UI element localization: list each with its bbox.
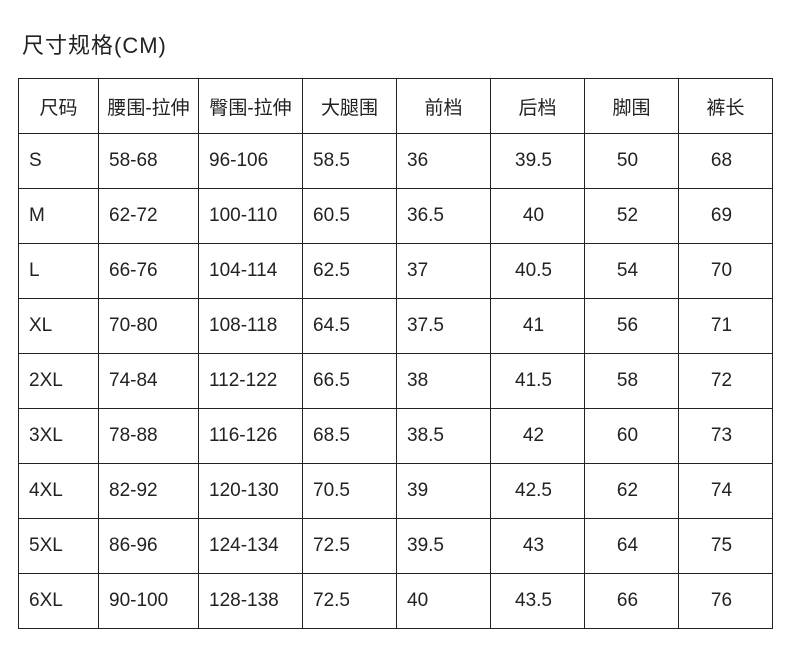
table-row: S58-6896-10658.53639.55068	[19, 134, 773, 189]
table-cell: 72	[679, 354, 773, 409]
table-row: 4XL82-92120-13070.53942.56274	[19, 464, 773, 519]
table-cell: 6XL	[19, 574, 99, 629]
table-cell: 40	[491, 189, 585, 244]
col-header: 大腿围	[303, 79, 397, 134]
col-header: 脚围	[585, 79, 679, 134]
table-cell: 5XL	[19, 519, 99, 574]
size-chart-table: 尺码 腰围-拉伸 臀围-拉伸 大腿围 前档 后档 脚围 裤长 S58-6896-…	[18, 78, 773, 629]
table-cell: XL	[19, 299, 99, 354]
table-cell: 120-130	[199, 464, 303, 519]
table-cell: 68.5	[303, 409, 397, 464]
table-row: 5XL86-96124-13472.539.5436475	[19, 519, 773, 574]
table-cell: 66.5	[303, 354, 397, 409]
table-cell: L	[19, 244, 99, 299]
table-cell: M	[19, 189, 99, 244]
table-cell: 128-138	[199, 574, 303, 629]
col-header: 臀围-拉伸	[199, 79, 303, 134]
table-cell: S	[19, 134, 99, 189]
col-header: 后档	[491, 79, 585, 134]
table-cell: 78-88	[99, 409, 199, 464]
table-cell: 74-84	[99, 354, 199, 409]
table-cell: 96-106	[199, 134, 303, 189]
table-cell: 43	[491, 519, 585, 574]
table-cell: 62	[585, 464, 679, 519]
table-cell: 116-126	[199, 409, 303, 464]
table-cell: 72.5	[303, 574, 397, 629]
col-header: 裤长	[679, 79, 773, 134]
table-row: 3XL78-88116-12668.538.5426073	[19, 409, 773, 464]
table-cell: 90-100	[99, 574, 199, 629]
table-cell: 62.5	[303, 244, 397, 299]
table-cell: 52	[585, 189, 679, 244]
table-cell: 104-114	[199, 244, 303, 299]
table-cell: 56	[585, 299, 679, 354]
table-cell: 43.5	[491, 574, 585, 629]
table-cell: 66	[585, 574, 679, 629]
table-cell: 100-110	[199, 189, 303, 244]
table-cell: 74	[679, 464, 773, 519]
table-cell: 64	[585, 519, 679, 574]
table-cell: 37.5	[397, 299, 491, 354]
table-cell: 40	[397, 574, 491, 629]
table-cell: 39	[397, 464, 491, 519]
col-header: 前档	[397, 79, 491, 134]
table-cell: 58-68	[99, 134, 199, 189]
table-cell: 60.5	[303, 189, 397, 244]
table-cell: 64.5	[303, 299, 397, 354]
page-title: 尺寸规格(CM)	[22, 28, 772, 60]
table-cell: 70.5	[303, 464, 397, 519]
table-cell: 39.5	[397, 519, 491, 574]
table-cell: 4XL	[19, 464, 99, 519]
table-cell: 2XL	[19, 354, 99, 409]
table-cell: 58.5	[303, 134, 397, 189]
table-cell: 40.5	[491, 244, 585, 299]
table-body: S58-6896-10658.53639.55068M62-72100-1106…	[19, 134, 773, 629]
table-cell: 82-92	[99, 464, 199, 519]
table-cell: 60	[585, 409, 679, 464]
table-cell: 50	[585, 134, 679, 189]
table-cell: 76	[679, 574, 773, 629]
table-cell: 68	[679, 134, 773, 189]
table-cell: 3XL	[19, 409, 99, 464]
table-cell: 54	[585, 244, 679, 299]
table-cell: 66-76	[99, 244, 199, 299]
table-cell: 69	[679, 189, 773, 244]
table-cell: 42.5	[491, 464, 585, 519]
table-cell: 36.5	[397, 189, 491, 244]
table-cell: 73	[679, 409, 773, 464]
table-cell: 124-134	[199, 519, 303, 574]
col-header: 尺码	[19, 79, 99, 134]
table-cell: 108-118	[199, 299, 303, 354]
table-cell: 62-72	[99, 189, 199, 244]
table-cell: 58	[585, 354, 679, 409]
table-row: M62-72100-11060.536.5405269	[19, 189, 773, 244]
table-row: L66-76104-11462.53740.55470	[19, 244, 773, 299]
table-cell: 70	[679, 244, 773, 299]
table-row: 6XL90-100128-13872.54043.56676	[19, 574, 773, 629]
table-cell: 70-80	[99, 299, 199, 354]
col-header: 腰围-拉伸	[99, 79, 199, 134]
table-cell: 38	[397, 354, 491, 409]
table-cell: 86-96	[99, 519, 199, 574]
header-row: 尺码 腰围-拉伸 臀围-拉伸 大腿围 前档 后档 脚围 裤长	[19, 79, 773, 134]
table-cell: 41.5	[491, 354, 585, 409]
table-row: 2XL74-84112-12266.53841.55872	[19, 354, 773, 409]
table-cell: 112-122	[199, 354, 303, 409]
table-cell: 75	[679, 519, 773, 574]
table-cell: 36	[397, 134, 491, 189]
table-row: XL70-80108-11864.537.5415671	[19, 299, 773, 354]
table-cell: 37	[397, 244, 491, 299]
table-cell: 72.5	[303, 519, 397, 574]
table-cell: 41	[491, 299, 585, 354]
table-cell: 42	[491, 409, 585, 464]
table-cell: 39.5	[491, 134, 585, 189]
table-cell: 71	[679, 299, 773, 354]
table-cell: 38.5	[397, 409, 491, 464]
